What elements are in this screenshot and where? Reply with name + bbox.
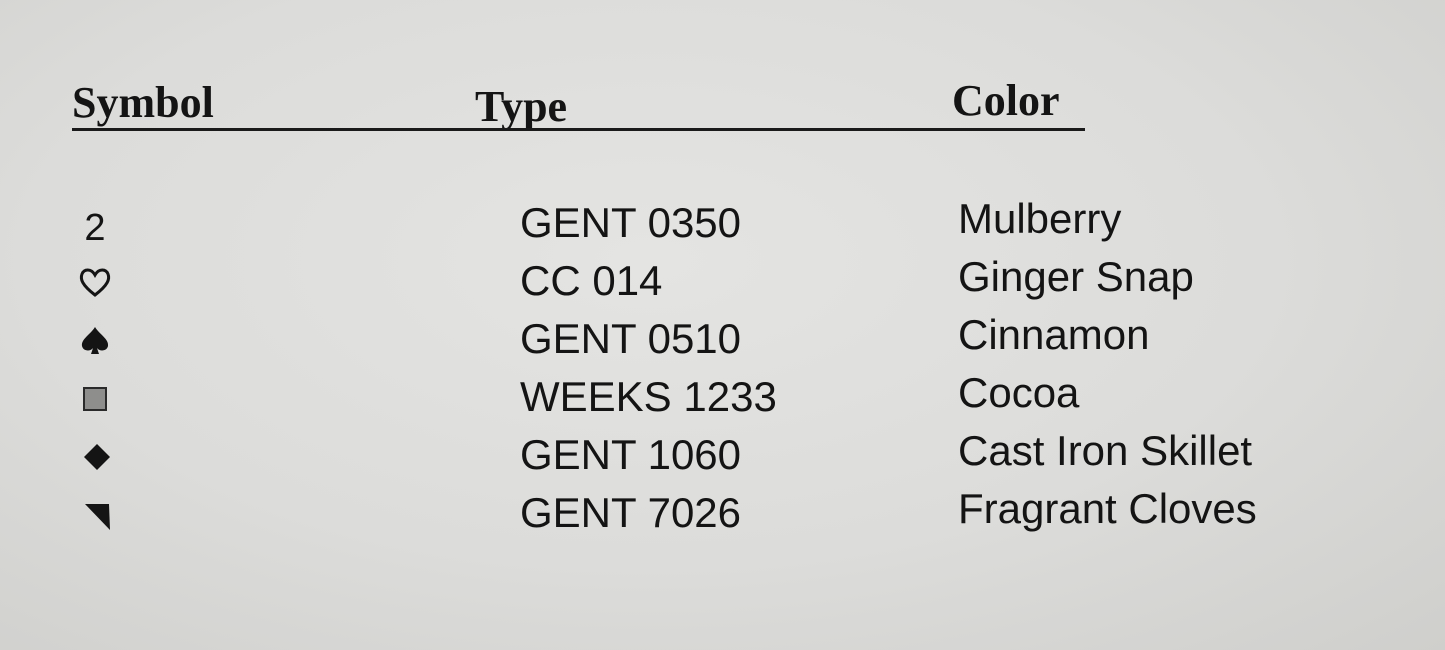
type-cell: CC 014 [520,257,663,304]
table-row: GENT 1060 Cast Iron Skillet [0,427,1445,488]
color-cell: Mulberry [958,195,1122,242]
gray-square-icon [75,378,115,418]
heart-outline-icon [75,262,115,302]
color-cell: Cast Iron Skillet [958,427,1253,474]
color-cell: Ginger Snap [958,253,1194,300]
type-cell: GENT 7026 [520,489,742,536]
table-row: WEEKS 1233 Cocoa [0,369,1445,430]
header-type: Type [475,82,568,131]
type-cell: WEEKS 1233 [520,373,777,420]
header-color: Color [952,76,1060,125]
corner-triangle-icon [75,494,115,534]
type-cell: GENT 0350 [520,199,742,246]
color-cell: Fragrant Cloves [958,485,1257,532]
type-cell: GENT 0510 [520,315,742,362]
color-cell: Cinnamon [958,311,1150,358]
table-row: 2 GENT 0350 Mulberry [0,195,1445,256]
diamond-icon [75,436,115,476]
table-row: CC 014 Ginger Snap [0,253,1445,314]
type-cell: GENT 1060 [520,431,742,478]
spade-icon [75,320,115,360]
table-row: GENT 0510 Cinnamon [0,311,1445,372]
digit-2-symbol: 2 [84,206,106,249]
header-underline [72,128,1085,131]
color-cell: Cocoa [958,369,1080,416]
header-symbol: Symbol [72,78,214,127]
table-row: GENT 7026 Fragrant Cloves [0,485,1445,546]
